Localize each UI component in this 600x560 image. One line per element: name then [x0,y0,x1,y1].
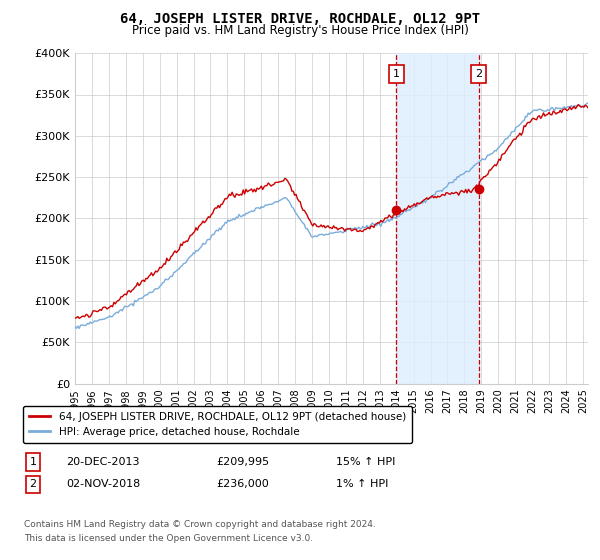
Text: 2: 2 [475,69,482,79]
Text: £209,995: £209,995 [216,457,269,467]
Text: 20-DEC-2013: 20-DEC-2013 [66,457,139,467]
Text: 2: 2 [29,479,37,489]
Text: 64, JOSEPH LISTER DRIVE, ROCHDALE, OL12 9PT: 64, JOSEPH LISTER DRIVE, ROCHDALE, OL12 … [120,12,480,26]
Text: £236,000: £236,000 [216,479,269,489]
Legend: 64, JOSEPH LISTER DRIVE, ROCHDALE, OL12 9PT (detached house), HPI: Average price: 64, JOSEPH LISTER DRIVE, ROCHDALE, OL12 … [23,405,412,444]
Text: Price paid vs. HM Land Registry's House Price Index (HPI): Price paid vs. HM Land Registry's House … [131,24,469,36]
Text: 1: 1 [29,457,37,467]
Text: 1% ↑ HPI: 1% ↑ HPI [336,479,388,489]
Bar [396,53,479,384]
Text: 15% ↑ HPI: 15% ↑ HPI [336,457,395,467]
Text: This data is licensed under the Open Government Licence v3.0.: This data is licensed under the Open Gov… [24,534,313,543]
Text: 1: 1 [392,69,400,79]
Text: Contains HM Land Registry data © Crown copyright and database right 2024.: Contains HM Land Registry data © Crown c… [24,520,376,529]
Text: 02-NOV-2018: 02-NOV-2018 [66,479,140,489]
